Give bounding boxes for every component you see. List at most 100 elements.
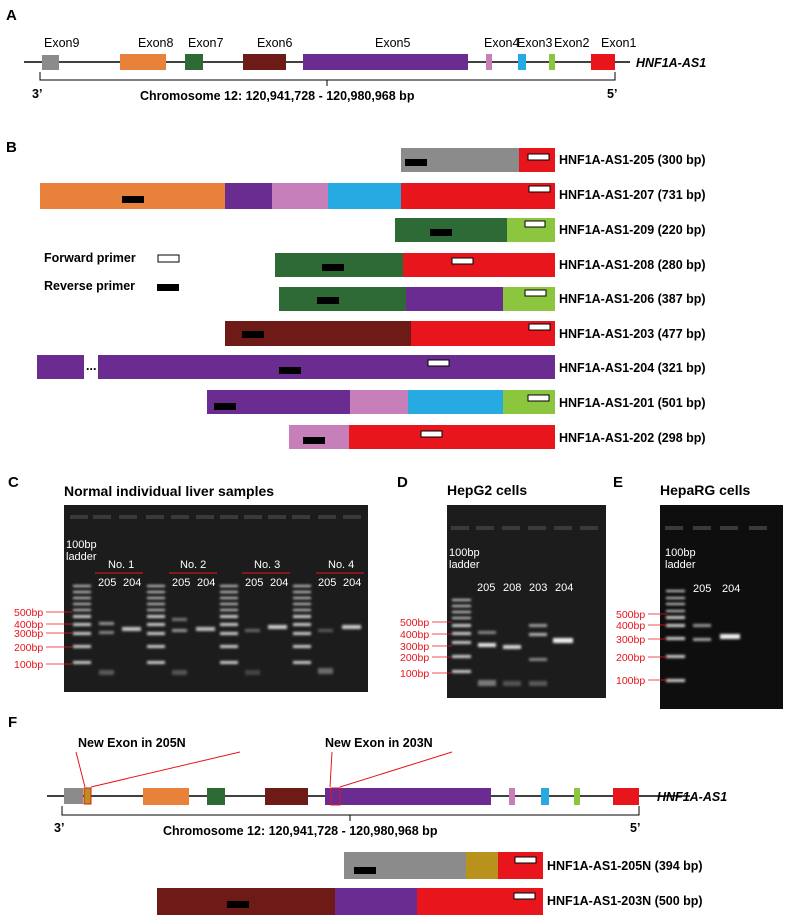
exon9-label: Exon9 bbox=[44, 36, 79, 50]
panel-e-title: HepaRG cells bbox=[660, 482, 750, 498]
lane-205-no3: 205 bbox=[245, 577, 263, 589]
sample-no4-label: No. 4 bbox=[328, 559, 354, 571]
t201-exon3 bbox=[408, 390, 503, 414]
marker-c-200: 200bp bbox=[14, 642, 43, 654]
marker-d-100: 100bp bbox=[400, 668, 429, 680]
panel-c: C Normal individual liver samples 100bp l… bbox=[8, 474, 368, 692]
t208-forward-primer bbox=[451, 257, 474, 265]
ladder-label-c: 100bp ladder bbox=[66, 539, 97, 563]
t201-reverse-primer bbox=[214, 403, 236, 410]
new-exon-205n-label: New Exon in 205N bbox=[78, 736, 186, 750]
ladder-label-d: 100bp ladder bbox=[449, 547, 480, 571]
f-exon8 bbox=[143, 788, 189, 805]
t204-exon5-part2 bbox=[98, 355, 555, 379]
t205-forward-primer bbox=[527, 153, 550, 161]
legend-forward-primer-icon bbox=[157, 254, 180, 263]
callout-203n bbox=[329, 751, 453, 788]
marker-e-300: 300bp bbox=[616, 634, 645, 646]
ladder-lane-c4 bbox=[293, 585, 311, 664]
t203-forward-primer bbox=[528, 323, 551, 331]
three-prime-end-f: 3’ bbox=[54, 821, 64, 835]
t205n-exon9 bbox=[344, 852, 466, 879]
exon8-label: Exon8 bbox=[138, 36, 173, 50]
marker-d-200: 200bp bbox=[400, 652, 429, 664]
coordinate-bracket bbox=[39, 72, 616, 86]
t203n-forward-primer bbox=[513, 892, 536, 900]
t201-forward-primer bbox=[527, 394, 550, 402]
t203n-reverse-primer bbox=[227, 901, 249, 908]
sample-no3-label: No. 3 bbox=[254, 559, 280, 571]
t204-reverse-primer bbox=[279, 367, 301, 374]
wells-c bbox=[70, 515, 361, 519]
exon6-box bbox=[243, 54, 286, 70]
t201-exon2 bbox=[503, 390, 555, 414]
t208-reverse-primer bbox=[322, 264, 344, 271]
marker-c-ticks bbox=[46, 611, 72, 665]
sample-bands-d bbox=[478, 624, 573, 686]
f-exon1 bbox=[613, 788, 639, 805]
t209-reverse-primer bbox=[430, 229, 452, 236]
exon5-box bbox=[303, 54, 468, 70]
gel-image-e bbox=[660, 505, 783, 709]
f-new-exon-205n bbox=[83, 787, 92, 805]
ladder-lane-c3 bbox=[220, 585, 238, 664]
f-exon6 bbox=[265, 788, 308, 805]
t206-label: HNF1A-AS1-206 (387 bp) bbox=[559, 292, 706, 306]
wells-e bbox=[665, 526, 767, 530]
t205-label: HNF1A-AS1-205 (300 bp) bbox=[559, 153, 706, 167]
gene-name-f: HNF1A-AS1 bbox=[657, 790, 727, 804]
five-prime-end: 5’ bbox=[607, 87, 617, 101]
panel-f-letter: F bbox=[8, 714, 17, 731]
t202-exon1 bbox=[349, 425, 555, 449]
panel-d-letter: D bbox=[397, 474, 408, 491]
lane-d-208: 208 bbox=[503, 582, 521, 594]
t205-reverse-primer bbox=[405, 159, 427, 166]
exon8-box bbox=[120, 54, 166, 70]
marker-e-200: 200bp bbox=[616, 652, 645, 664]
lane-205-no4: 205 bbox=[318, 577, 336, 589]
t203n-label: HNF1A-AS1-203N (500 bp) bbox=[547, 894, 703, 908]
lane-204-no3: 204 bbox=[270, 577, 288, 589]
f-new-exon-203n bbox=[330, 787, 341, 806]
t204-ellipsis: ... bbox=[86, 359, 96, 373]
lane-204-no2: 204 bbox=[197, 577, 215, 589]
f-exon4 bbox=[509, 788, 515, 805]
legend-forward-primer: Forward primer bbox=[44, 251, 136, 265]
t207-exon4 bbox=[272, 183, 328, 209]
f-exon9 bbox=[64, 788, 83, 804]
t201-exon5 bbox=[207, 390, 350, 414]
lane-205-no1: 205 bbox=[98, 577, 116, 589]
t202-label: HNF1A-AS1-202 (298 bp) bbox=[559, 431, 706, 445]
panel-e: E HepaRG cells 100bp ladder 205 204 500bp… bbox=[613, 474, 783, 709]
marker-c-500: 500bp bbox=[14, 607, 43, 619]
marker-d-500: 500bp bbox=[400, 617, 429, 629]
marker-c-400: 400bp bbox=[14, 619, 43, 631]
panel-a-letter: A bbox=[6, 7, 17, 24]
t204-label: HNF1A-AS1-204 (321 bp) bbox=[559, 361, 706, 375]
three-prime-end: 3’ bbox=[32, 87, 42, 101]
exon7-box bbox=[185, 54, 203, 70]
t206-reverse-primer bbox=[317, 297, 339, 304]
exon6-label: Exon6 bbox=[257, 36, 292, 50]
f-exon2 bbox=[574, 788, 580, 805]
t203n-new-exon bbox=[335, 888, 417, 915]
panel-f: F New Exon in 205N New Exon in 203N HNF1… bbox=[8, 714, 727, 915]
f-exon5 bbox=[325, 788, 491, 805]
legend-reverse-primer-icon bbox=[157, 284, 179, 291]
f-exon7 bbox=[207, 788, 225, 805]
panel-b: B HNF1A-AS1-205 (300 bp) HNF1A-AS1-207 (… bbox=[6, 139, 706, 449]
t203-reverse-primer bbox=[242, 331, 264, 338]
marker-e-500: 500bp bbox=[616, 609, 645, 621]
sample-no1-label: No. 1 bbox=[108, 559, 134, 571]
t208-exon1 bbox=[403, 253, 555, 277]
panel-b-letter: B bbox=[6, 139, 17, 156]
marker-e-ticks bbox=[648, 613, 667, 681]
t207-exon5 bbox=[225, 183, 272, 209]
chromosome-coordinates: Chromosome 12: 120,941,728 - 120,980,968… bbox=[140, 89, 415, 103]
t201-exon4 bbox=[350, 390, 408, 414]
gel-image-c bbox=[64, 505, 368, 692]
t202-reverse-primer bbox=[303, 437, 325, 444]
t205n-exon1 bbox=[498, 852, 543, 879]
ladder-label-e: 100bp ladder bbox=[665, 547, 696, 571]
t204-forward-primer bbox=[427, 359, 450, 367]
